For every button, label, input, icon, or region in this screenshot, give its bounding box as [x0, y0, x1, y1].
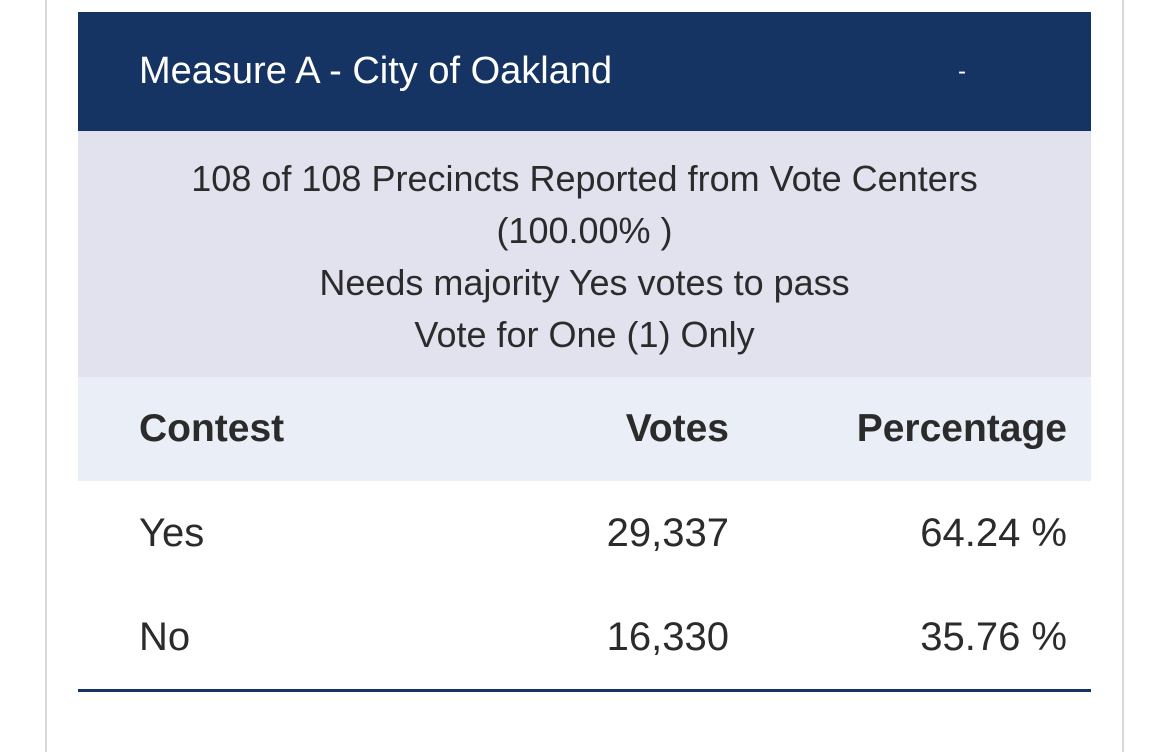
results-table-header: Contest Votes Percentage [78, 377, 1091, 481]
page-right-border [1122, 0, 1124, 752]
measure-info-panel: 108 of 108 Precincts Reported from Vote … [78, 131, 1091, 377]
page-left-border [45, 0, 47, 752]
row-percentage: 35.76 % [920, 615, 1067, 659]
column-header-votes: Votes [625, 407, 729, 450]
vote-instruction: Vote for One (1) Only [414, 314, 755, 355]
row-votes: 16,330 [606, 615, 729, 659]
pass-requirement: Needs majority Yes votes to pass [319, 262, 850, 303]
percent-reported: (100.00% ) [496, 210, 673, 251]
measure-header[interactable]: Measure A - City of Oakland - [78, 12, 1091, 131]
row-contest: No [139, 615, 191, 659]
precincts-reported: 108 of 108 Precincts Reported from Vote … [191, 158, 978, 199]
measure-title: Measure A - City of Oakland [139, 50, 613, 92]
row-votes: 29,337 [606, 511, 729, 555]
table-row: No 16,330 35.76 % [78, 585, 1091, 689]
table-bottom-divider [78, 689, 1091, 692]
row-percentage: 64.24 % [920, 511, 1067, 555]
measure-results-card: Measure A - City of Oakland - 108 of 108… [78, 12, 1091, 692]
column-header-percentage: Percentage [856, 407, 1067, 450]
collapse-toggle[interactable]: - [958, 58, 966, 85]
column-header-contest: Contest [139, 407, 285, 450]
table-row: Yes 29,337 64.24 % [78, 481, 1091, 585]
row-contest: Yes [139, 511, 205, 555]
